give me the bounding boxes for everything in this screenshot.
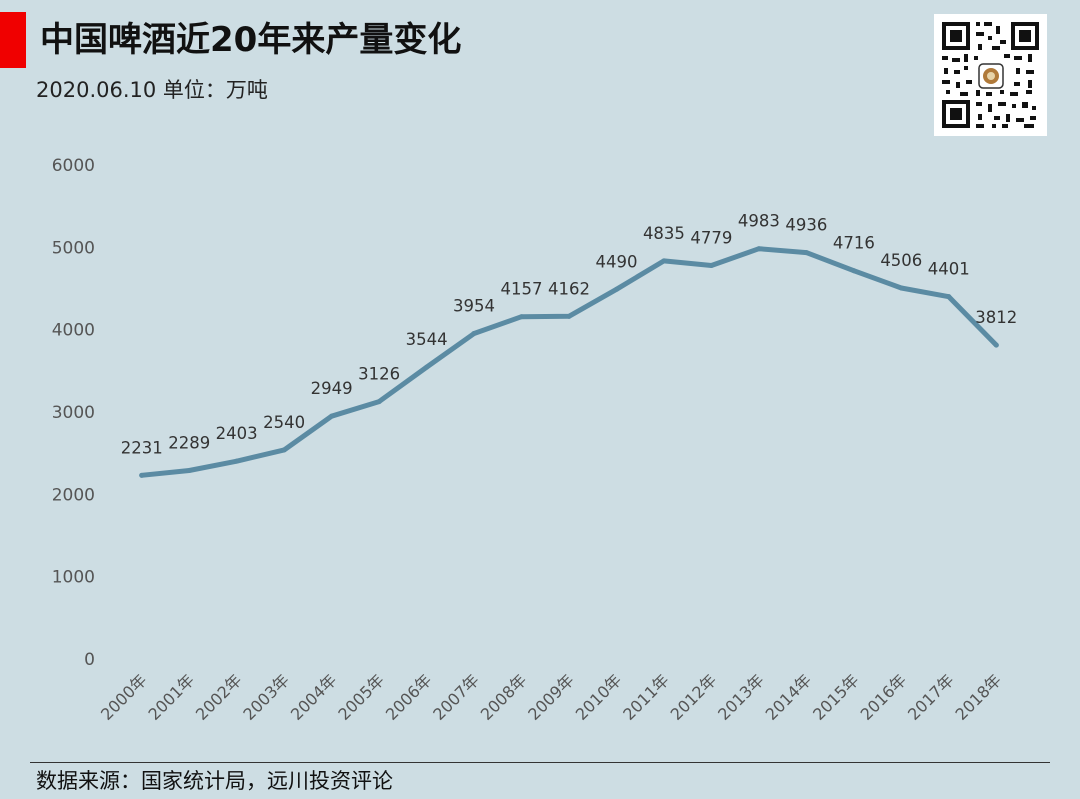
data-label: 2540 — [263, 413, 305, 432]
data-label: 4779 — [690, 229, 732, 248]
data-point — [139, 472, 145, 478]
data-point — [519, 314, 525, 320]
x-tick-label: 2008年 — [477, 670, 531, 724]
data-source: 数据来源：国家统计局，远川投资评论 — [36, 769, 393, 793]
data-label: 4162 — [548, 279, 590, 298]
data-point — [613, 286, 619, 292]
y-tick-label: 5000 — [52, 238, 95, 258]
chart-canvas: 0 1000 2000 3000 4000 5000 6000 2000年2001年2002年… — [52, 156, 1018, 724]
data-label: 4835 — [643, 224, 685, 243]
data-label: 4983 — [738, 212, 780, 231]
chart-subtitle: 2020.06.10 单位：万吨 — [36, 78, 268, 102]
data-label: 4716 — [833, 234, 875, 253]
data-label: 2231 — [121, 438, 163, 457]
data-label: 3544 — [406, 330, 448, 349]
data-point — [803, 250, 809, 256]
data-point — [756, 246, 762, 252]
data-label: 4157 — [501, 280, 543, 299]
data-label: 4506 — [880, 251, 922, 270]
x-tick-label: 2017年 — [904, 670, 958, 724]
y-tick-label: 0 — [84, 650, 95, 670]
x-tick-label: 2007年 — [429, 670, 483, 724]
y-tick-label: 4000 — [52, 321, 95, 341]
data-point — [424, 364, 430, 370]
title-accent-bar — [0, 12, 26, 68]
data-label: 3812 — [975, 308, 1017, 327]
data-point — [329, 413, 335, 419]
qr-code-icon — [934, 14, 1047, 136]
data-point — [566, 313, 572, 319]
data-point — [186, 468, 192, 474]
x-tick-label: 2006年 — [382, 670, 436, 724]
data-point — [471, 330, 477, 336]
data-point — [708, 263, 714, 269]
x-tick-label: 2005年 — [334, 670, 388, 724]
x-tick-label: 2004年 — [287, 670, 341, 724]
x-tick-label: 2009年 — [524, 670, 578, 724]
data-point — [281, 447, 287, 453]
data-label: 2289 — [168, 434, 210, 453]
x-tick-label: 2012年 — [667, 670, 721, 724]
data-point — [946, 294, 952, 300]
data-label: 4936 — [785, 216, 827, 235]
data-label: 3126 — [358, 365, 400, 384]
x-tick-label: 2015年 — [809, 670, 863, 724]
x-tick-label: 2016年 — [857, 670, 911, 724]
x-tick-label: 2000年 — [97, 670, 151, 724]
data-point — [234, 458, 240, 464]
data-label: 4401 — [928, 260, 970, 279]
line-chart: 0 1000 2000 3000 4000 5000 6000 2000年 2001年 2002年… — [0, 140, 1080, 760]
data-label: 2949 — [311, 379, 353, 398]
x-tick-label: 2003年 — [239, 670, 293, 724]
y-tick-label: 6000 — [52, 156, 95, 176]
data-label: 4490 — [595, 252, 637, 271]
data-point — [993, 342, 999, 348]
data-label: 2403 — [216, 424, 258, 443]
x-tick-label: 2014年 — [762, 670, 816, 724]
data-point — [851, 268, 857, 274]
data-point — [376, 399, 382, 405]
x-tick-label: 2011年 — [619, 670, 673, 724]
x-tick-label: 2002年 — [192, 670, 246, 724]
data-point — [898, 285, 904, 291]
x-tick-label: 2001年 — [144, 670, 198, 724]
y-tick-label: 2000 — [52, 485, 95, 505]
x-tick-label: 2013年 — [714, 670, 768, 724]
y-tick-label: 1000 — [52, 568, 95, 588]
y-tick-label: 3000 — [52, 403, 95, 423]
data-point — [661, 258, 667, 264]
x-tick-label: 2010年 — [572, 670, 626, 724]
chart-title: 中国啤酒近20年来产量变化 — [40, 20, 462, 60]
data-label: 3954 — [453, 296, 495, 315]
x-tick-label: 2018年 — [952, 670, 1006, 724]
footer-divider — [30, 762, 1050, 763]
